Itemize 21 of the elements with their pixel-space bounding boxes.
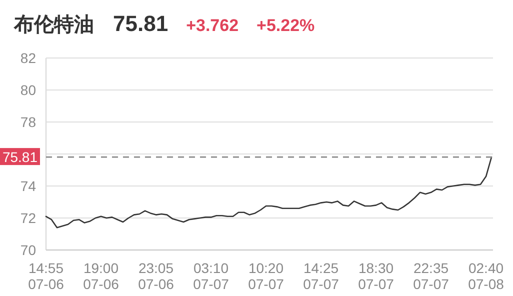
x-tick-label: 18:30 07-07 [358,260,394,292]
x-tick-label: 22:35 07-07 [413,260,450,292]
x-tick-label: 14:25 07-07 [303,260,340,292]
y-tick-label: 80 [20,82,36,98]
x-tick-label: 19:00 07-06 [83,260,120,292]
text: +3.762 [186,16,239,35]
chart-title: 布伦特油 [13,14,94,36]
x-tick-label: 10:20 07-07 [248,260,284,292]
x-tick-label: 23:05 07-06 [138,260,174,292]
ref-line-label: 75.81 [2,149,38,166]
y-tick-label: 70 [20,242,36,258]
y-tick-label: 72 [20,210,36,226]
text: 75.81 [113,11,168,36]
x-tick-label: 14:55 07-06 [28,260,64,292]
y-tick-label: 82 [20,50,36,66]
y-tick-label: 78 [20,114,36,130]
line-series [45,156,492,228]
text: +5.22% [256,16,315,35]
x-tick-label: 03:10 07-07 [193,260,230,292]
x-tick-label: 02:40 07-08 [468,260,504,292]
y-tick-label: 74 [20,178,36,194]
